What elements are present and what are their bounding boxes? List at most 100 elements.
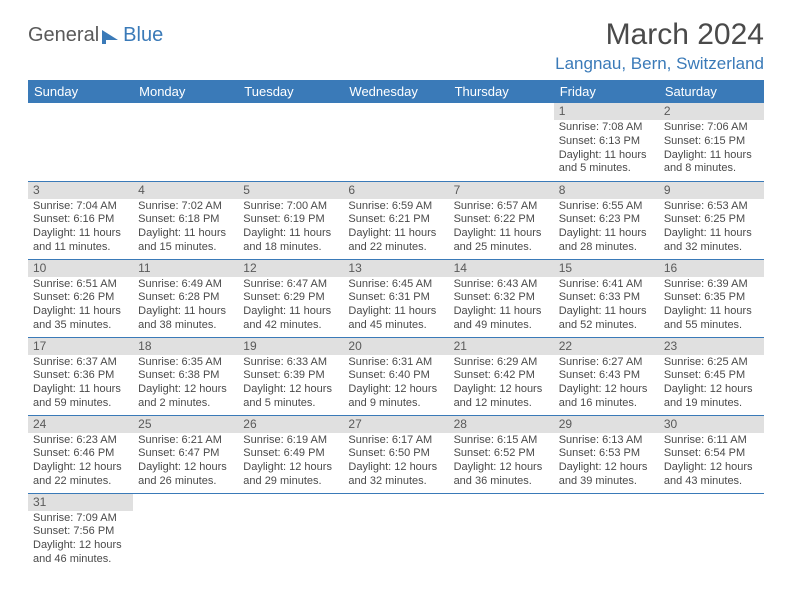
sunrise-text: Sunrise: 6:51 AM (33, 278, 128, 292)
day-details: Sunrise: 6:37 AMSunset: 6:36 PMDaylight:… (28, 355, 133, 413)
sunset-text: Sunset: 6:47 PM (138, 447, 233, 461)
calendar-day-cell: 25Sunrise: 6:21 AMSunset: 6:47 PMDayligh… (133, 415, 238, 493)
day-number: 18 (133, 338, 238, 355)
calendar-day-cell: 13Sunrise: 6:45 AMSunset: 6:31 PMDayligh… (343, 259, 448, 337)
day-number: 26 (238, 416, 343, 433)
day-details: Sunrise: 6:21 AMSunset: 6:47 PMDaylight:… (133, 433, 238, 491)
sunrise-text: Sunrise: 7:08 AM (559, 121, 654, 135)
sunset-text: Sunset: 6:15 PM (664, 135, 759, 149)
calendar-week-row: 3Sunrise: 7:04 AMSunset: 6:16 PMDaylight… (28, 181, 764, 259)
daylight-text: Daylight: 11 hours and 8 minutes. (664, 149, 759, 177)
calendar-table: SundayMondayTuesdayWednesdayThursdayFrid… (28, 80, 764, 571)
calendar-day-cell: 18Sunrise: 6:35 AMSunset: 6:38 PMDayligh… (133, 337, 238, 415)
daylight-text: Daylight: 12 hours and 16 minutes. (559, 383, 654, 411)
calendar-day-cell: 6Sunrise: 6:59 AMSunset: 6:21 PMDaylight… (343, 181, 448, 259)
day-number: 6 (343, 182, 448, 199)
sunset-text: Sunset: 6:25 PM (664, 213, 759, 227)
calendar-day-cell: 16Sunrise: 6:39 AMSunset: 6:35 PMDayligh… (659, 259, 764, 337)
sunrise-text: Sunrise: 7:09 AM (33, 512, 128, 526)
sunset-text: Sunset: 6:31 PM (348, 291, 443, 305)
sunset-text: Sunset: 6:50 PM (348, 447, 443, 461)
sunset-text: Sunset: 6:26 PM (33, 291, 128, 305)
day-number: 22 (554, 338, 659, 355)
calendar-day-cell: 1Sunrise: 7:08 AMSunset: 6:13 PMDaylight… (554, 103, 659, 181)
sunrise-text: Sunrise: 6:19 AM (243, 434, 338, 448)
daylight-text: Daylight: 11 hours and 59 minutes. (33, 383, 128, 411)
day-number: 20 (343, 338, 448, 355)
sunset-text: Sunset: 6:49 PM (243, 447, 338, 461)
calendar-day-cell (238, 493, 343, 571)
day-number: 2 (659, 103, 764, 120)
calendar-day-cell: 11Sunrise: 6:49 AMSunset: 6:28 PMDayligh… (133, 259, 238, 337)
daylight-text: Daylight: 12 hours and 2 minutes. (138, 383, 233, 411)
day-number: 19 (238, 338, 343, 355)
calendar-day-cell: 23Sunrise: 6:25 AMSunset: 6:45 PMDayligh… (659, 337, 764, 415)
sunrise-text: Sunrise: 6:45 AM (348, 278, 443, 292)
calendar-day-cell (449, 103, 554, 181)
sunrise-text: Sunrise: 6:41 AM (559, 278, 654, 292)
sunrise-text: Sunrise: 6:37 AM (33, 356, 128, 370)
calendar-day-cell: 7Sunrise: 6:57 AMSunset: 6:22 PMDaylight… (449, 181, 554, 259)
day-details: Sunrise: 6:13 AMSunset: 6:53 PMDaylight:… (554, 433, 659, 491)
sunset-text: Sunset: 6:54 PM (664, 447, 759, 461)
daylight-text: Daylight: 11 hours and 15 minutes. (138, 227, 233, 255)
day-number: 11 (133, 260, 238, 277)
sunset-text: Sunset: 6:39 PM (243, 369, 338, 383)
sunrise-text: Sunrise: 7:02 AM (138, 200, 233, 214)
calendar-day-cell: 15Sunrise: 6:41 AMSunset: 6:33 PMDayligh… (554, 259, 659, 337)
calendar-week-row: 24Sunrise: 6:23 AMSunset: 6:46 PMDayligh… (28, 415, 764, 493)
day-details: Sunrise: 6:29 AMSunset: 6:42 PMDaylight:… (449, 355, 554, 413)
day-details: Sunrise: 6:43 AMSunset: 6:32 PMDaylight:… (449, 277, 554, 335)
day-details: Sunrise: 6:31 AMSunset: 6:40 PMDaylight:… (343, 355, 448, 413)
day-details: Sunrise: 6:41 AMSunset: 6:33 PMDaylight:… (554, 277, 659, 335)
daylight-text: Daylight: 12 hours and 12 minutes. (454, 383, 549, 411)
day-details: Sunrise: 6:33 AMSunset: 6:39 PMDaylight:… (238, 355, 343, 413)
calendar-day-cell (28, 103, 133, 181)
day-number: 10 (28, 260, 133, 277)
calendar-day-cell: 12Sunrise: 6:47 AMSunset: 6:29 PMDayligh… (238, 259, 343, 337)
day-details: Sunrise: 6:49 AMSunset: 6:28 PMDaylight:… (133, 277, 238, 335)
day-details: Sunrise: 6:55 AMSunset: 6:23 PMDaylight:… (554, 199, 659, 257)
sunrise-text: Sunrise: 7:00 AM (243, 200, 338, 214)
weekday-header: Tuesday (238, 80, 343, 103)
sunrise-text: Sunrise: 6:31 AM (348, 356, 443, 370)
daylight-text: Daylight: 12 hours and 22 minutes. (33, 461, 128, 489)
calendar-day-cell (343, 103, 448, 181)
sunset-text: Sunset: 6:38 PM (138, 369, 233, 383)
sunrise-text: Sunrise: 6:59 AM (348, 200, 443, 214)
day-number: 24 (28, 416, 133, 433)
day-details: Sunrise: 6:51 AMSunset: 6:26 PMDaylight:… (28, 277, 133, 335)
sunrise-text: Sunrise: 6:57 AM (454, 200, 549, 214)
calendar-day-cell (449, 493, 554, 571)
calendar-week-row: 10Sunrise: 6:51 AMSunset: 6:26 PMDayligh… (28, 259, 764, 337)
daylight-text: Daylight: 12 hours and 29 minutes. (243, 461, 338, 489)
sunrise-text: Sunrise: 6:29 AM (454, 356, 549, 370)
calendar-day-cell: 9Sunrise: 6:53 AMSunset: 6:25 PMDaylight… (659, 181, 764, 259)
day-details: Sunrise: 7:09 AMSunset: 7:56 PMDaylight:… (28, 511, 133, 569)
calendar-day-cell: 30Sunrise: 6:11 AMSunset: 6:54 PMDayligh… (659, 415, 764, 493)
day-number: 21 (449, 338, 554, 355)
daylight-text: Daylight: 11 hours and 52 minutes. (559, 305, 654, 333)
day-number: 30 (659, 416, 764, 433)
calendar-day-cell (133, 493, 238, 571)
daylight-text: Daylight: 11 hours and 45 minutes. (348, 305, 443, 333)
sunset-text: Sunset: 6:36 PM (33, 369, 128, 383)
sunset-text: Sunset: 6:22 PM (454, 213, 549, 227)
header: General Blue March 2024 Langnau, Bern, S… (28, 18, 764, 74)
sunrise-text: Sunrise: 6:27 AM (559, 356, 654, 370)
sunrise-text: Sunrise: 6:11 AM (664, 434, 759, 448)
sunset-text: Sunset: 6:42 PM (454, 369, 549, 383)
calendar-week-row: 31Sunrise: 7:09 AMSunset: 7:56 PMDayligh… (28, 493, 764, 571)
calendar-day-cell (343, 493, 448, 571)
weekday-header: Monday (133, 80, 238, 103)
day-number: 28 (449, 416, 554, 433)
day-number: 9 (659, 182, 764, 199)
day-number: 7 (449, 182, 554, 199)
calendar-day-cell: 17Sunrise: 6:37 AMSunset: 6:36 PMDayligh… (28, 337, 133, 415)
logo-text-1: General (28, 24, 99, 47)
calendar-day-cell: 8Sunrise: 6:55 AMSunset: 6:23 PMDaylight… (554, 181, 659, 259)
day-number: 23 (659, 338, 764, 355)
sunrise-text: Sunrise: 6:21 AM (138, 434, 233, 448)
sunset-text: Sunset: 6:46 PM (33, 447, 128, 461)
sunset-text: Sunset: 6:43 PM (559, 369, 654, 383)
